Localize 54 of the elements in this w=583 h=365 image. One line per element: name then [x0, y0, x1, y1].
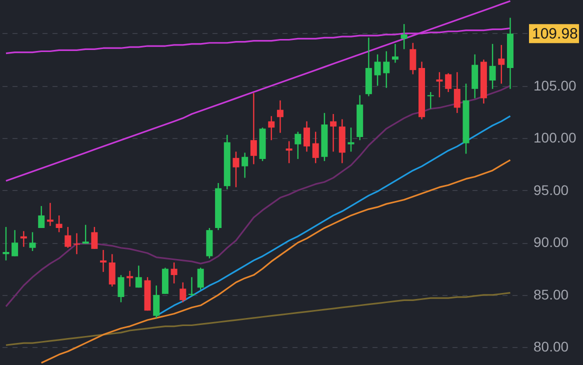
candlestick — [400, 23, 408, 50]
candlestick — [242, 152, 248, 178]
candlestick — [100, 249, 107, 273]
candlestick — [498, 44, 505, 84]
line-series — [5, 84, 512, 308]
candlestick — [286, 140, 292, 164]
candlestick — [46, 202, 54, 227]
candlestick — [268, 115, 275, 141]
y-tick-label: 80.00 — [534, 338, 569, 355]
candlestick — [56, 214, 62, 233]
candlestick — [170, 262, 178, 284]
candlestick — [427, 91, 434, 110]
candlestick — [64, 226, 72, 248]
candlestick — [38, 205, 45, 229]
candlestick — [126, 270, 134, 288]
candlestick — [2, 226, 10, 262]
y-tick-label: 90.00 — [534, 234, 569, 250]
candlestick — [12, 229, 18, 257]
candlestick — [73, 232, 80, 255]
candlestick — [188, 276, 196, 297]
y-tick-label: 105.00 — [534, 77, 577, 94]
candlestick — [29, 232, 36, 252]
candlestick — [383, 50, 390, 88]
candlestick — [108, 254, 116, 288]
candlestick — [82, 224, 89, 244]
candlestick — [276, 100, 284, 134]
candlestick — [135, 265, 142, 288]
candlestick — [197, 267, 204, 290]
candlestick — [153, 284, 160, 319]
candlestick — [330, 113, 337, 152]
y-tick-label: 85.00 — [534, 286, 569, 302]
candlestick — [445, 72, 452, 93]
y-tick-label: 100.00 — [534, 130, 577, 146]
candlestick — [304, 120, 310, 152]
text: 109.98 — [532, 26, 578, 43]
candlestick — [312, 131, 319, 164]
candlestick — [250, 92, 257, 165]
line-series — [5, 292, 512, 346]
candlestick — [180, 282, 186, 303]
line-series — [40, 159, 512, 364]
candlestick — [392, 43, 398, 64]
line-series — [5, 0, 512, 182]
candlestick — [232, 151, 240, 188]
candlestick — [489, 43, 496, 90]
candlestick — [91, 226, 98, 250]
candlestick — [20, 230, 27, 248]
candlestick — [348, 126, 354, 152]
candlestick — [294, 131, 302, 160]
candlestick — [118, 274, 124, 303]
candlestick — [374, 54, 381, 86]
candlestick — [436, 72, 443, 98]
candlestick — [454, 72, 460, 114]
y-tick-label: 95.00 — [534, 182, 569, 198]
candlestick — [410, 42, 416, 75]
